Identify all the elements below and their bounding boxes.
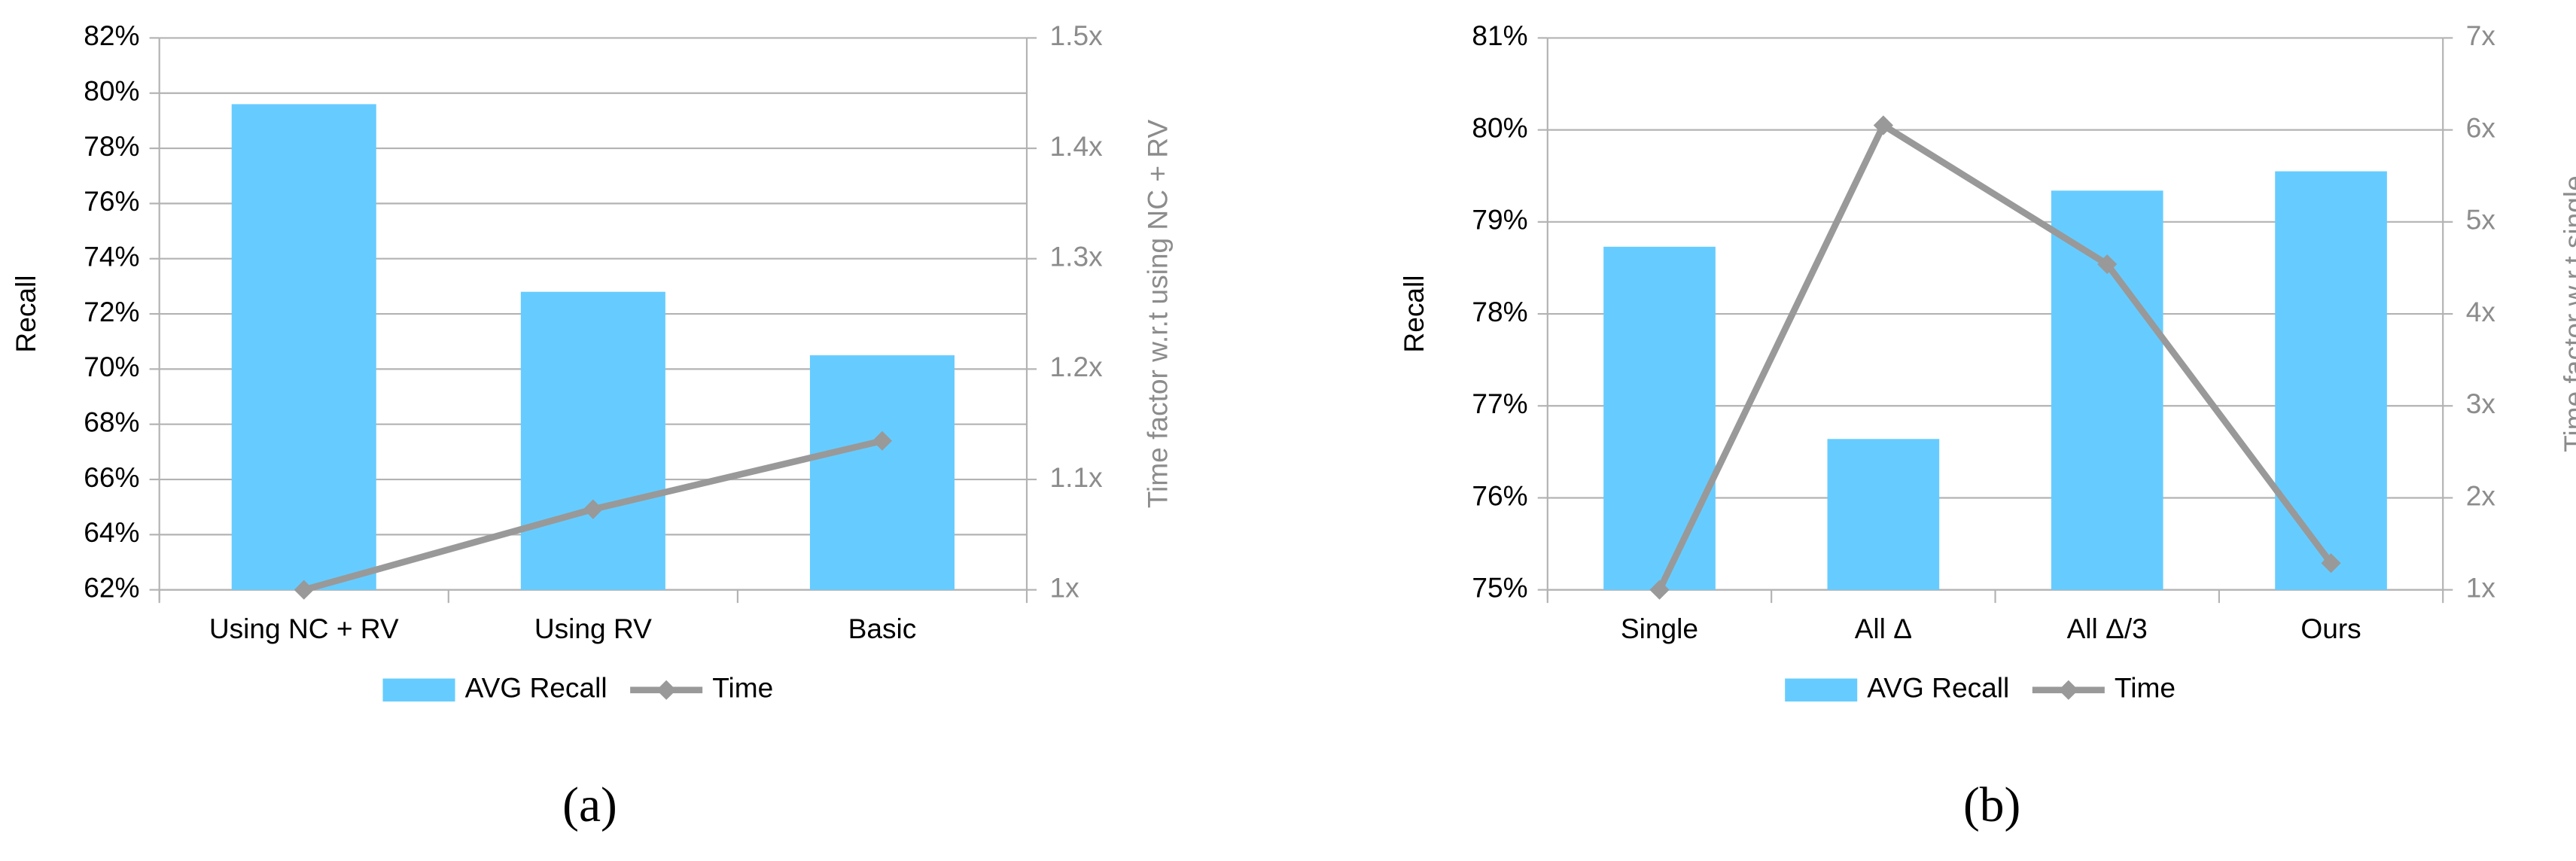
x-tick-label: Basic xyxy=(848,613,917,644)
line-marker xyxy=(1873,115,1893,135)
y2-tick-label: 1.5x xyxy=(1050,20,1104,51)
y-tick-label: 62% xyxy=(84,571,139,603)
y2-tick-label: 2x xyxy=(2466,479,2496,511)
line-marker xyxy=(2097,254,2118,275)
legend-label: Time xyxy=(2115,672,2176,704)
y-tick-label: 66% xyxy=(84,461,139,493)
y2-tick-label: 1.3x xyxy=(1050,241,1104,272)
bar xyxy=(231,104,376,590)
y2-tick-label: 6x xyxy=(2466,111,2496,143)
y-axis-title: Recall xyxy=(10,275,41,353)
y-tick-label: 79% xyxy=(1472,204,1527,236)
y-tick-label: 68% xyxy=(84,406,139,438)
bar xyxy=(2275,171,2387,590)
y-tick-label: 81% xyxy=(1472,20,1527,51)
y-tick-label: 70% xyxy=(84,351,139,382)
caption: (a) xyxy=(562,778,617,832)
y2-tick-label: 1.2x xyxy=(1050,351,1104,382)
y2-tick-label: 4x xyxy=(2466,296,2496,327)
y-tick-label: 78% xyxy=(1472,296,1527,327)
y2-tick-label: 7x xyxy=(2466,20,2496,51)
legend-label: AVG Recall xyxy=(1867,672,2009,704)
y-tick-label: 78% xyxy=(84,130,139,162)
bar xyxy=(520,291,665,590)
legend-marker xyxy=(656,680,677,700)
x-tick-label: Ours xyxy=(2300,613,2361,644)
y-tick-label: 64% xyxy=(84,516,139,548)
x-tick-label: All Δ/3 xyxy=(2067,613,2148,644)
y2-tick-label: 1x xyxy=(1050,571,1080,603)
y2-tick-label: 1.4x xyxy=(1050,130,1104,162)
x-tick-label: Using NC + RV xyxy=(209,613,399,644)
y-tick-label: 80% xyxy=(84,75,139,107)
legend-label: Time xyxy=(712,672,773,704)
y2-tick-label: 1x xyxy=(2466,571,2496,603)
bar xyxy=(1603,246,1716,590)
y-axis-title: Recall xyxy=(1398,275,1430,353)
y-tick-label: 82% xyxy=(84,20,139,51)
y2-tick-label: 3x xyxy=(2466,388,2496,419)
y-tick-label: 75% xyxy=(1472,571,1527,603)
y-tick-label: 72% xyxy=(84,296,139,327)
bar xyxy=(809,355,955,590)
y-tick-label: 74% xyxy=(84,241,139,272)
legend-label: AVG Recall xyxy=(465,672,607,704)
bar xyxy=(2051,190,2163,590)
x-tick-label: All Δ xyxy=(1855,613,1912,644)
y2-axis-title: Time factor w.r.t using NC + RV xyxy=(1142,120,1174,509)
legend-swatch xyxy=(1785,678,1858,702)
line-marker xyxy=(583,499,603,519)
line xyxy=(1656,122,2334,592)
line-marker xyxy=(1649,580,1670,600)
y-tick-label: 80% xyxy=(1472,111,1527,143)
y2-tick-label: 5x xyxy=(2466,204,2496,236)
y-tick-label: 76% xyxy=(1472,479,1527,511)
y2-axis-title: Time factor w.r.t single xyxy=(2558,175,2576,452)
caption: (b) xyxy=(1963,778,2020,832)
x-tick-label: Single xyxy=(1621,613,1698,644)
x-tick-label: Using RV xyxy=(534,613,652,644)
bar xyxy=(1827,439,1940,590)
legend-marker xyxy=(2058,680,2078,700)
y-tick-label: 76% xyxy=(84,185,139,217)
y2-tick-label: 1.1x xyxy=(1050,461,1104,493)
y-tick-label: 77% xyxy=(1472,388,1527,419)
legend-swatch xyxy=(382,678,455,702)
